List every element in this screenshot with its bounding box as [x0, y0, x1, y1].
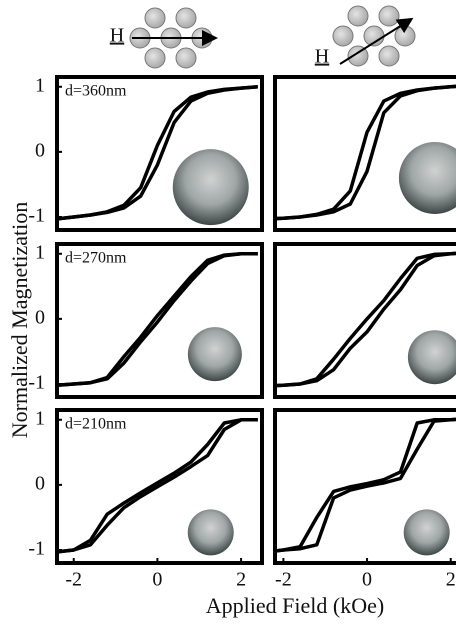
panel	[57, 77, 262, 230]
x-axis-label: Applied Field (kOe)	[206, 593, 384, 618]
field-icon-parallel	[130, 8, 214, 68]
x-tick-label: -2	[275, 569, 292, 591]
panel	[267, 77, 456, 230]
panel	[267, 244, 456, 397]
y-tick-label: 1	[35, 407, 45, 429]
field-icon-diagonal	[333, 6, 415, 66]
panel	[57, 244, 262, 397]
domain-image	[404, 509, 450, 555]
panel-annotation: d=270nm	[65, 250, 127, 267]
panel-annotation: d=210nm	[65, 416, 127, 433]
panel	[267, 410, 456, 563]
panel-annotation: d=360nm	[65, 83, 127, 100]
panel	[57, 410, 262, 563]
domain-image	[188, 327, 242, 381]
x-tick-label: 2	[236, 569, 246, 591]
page: H H Normalized Magnetization Applied Fie…	[0, 0, 456, 626]
domain-image	[188, 509, 234, 555]
y-axis-label: Normalized Magnetization	[7, 202, 32, 438]
y-tick-label: 0	[35, 139, 45, 161]
x-tick-label: 2	[446, 569, 456, 591]
y-tick-label: 1	[35, 74, 45, 96]
figure: H H Normalized Magnetization Applied Fie…	[0, 0, 456, 626]
x-tick-label: 0	[362, 569, 372, 591]
y-tick-label: -1	[28, 372, 45, 394]
y-tick-label: -1	[28, 538, 45, 560]
x-tick-label: 0	[152, 569, 162, 591]
x-tick-label: -2	[65, 569, 82, 591]
field-symbol: H	[315, 46, 329, 68]
y-tick-label: -1	[28, 205, 45, 227]
y-tick-label: 0	[35, 306, 45, 328]
field-symbol: H	[110, 25, 124, 47]
y-tick-label: 0	[35, 472, 45, 494]
domain-image	[173, 149, 249, 225]
y-tick-label: 1	[35, 241, 45, 263]
